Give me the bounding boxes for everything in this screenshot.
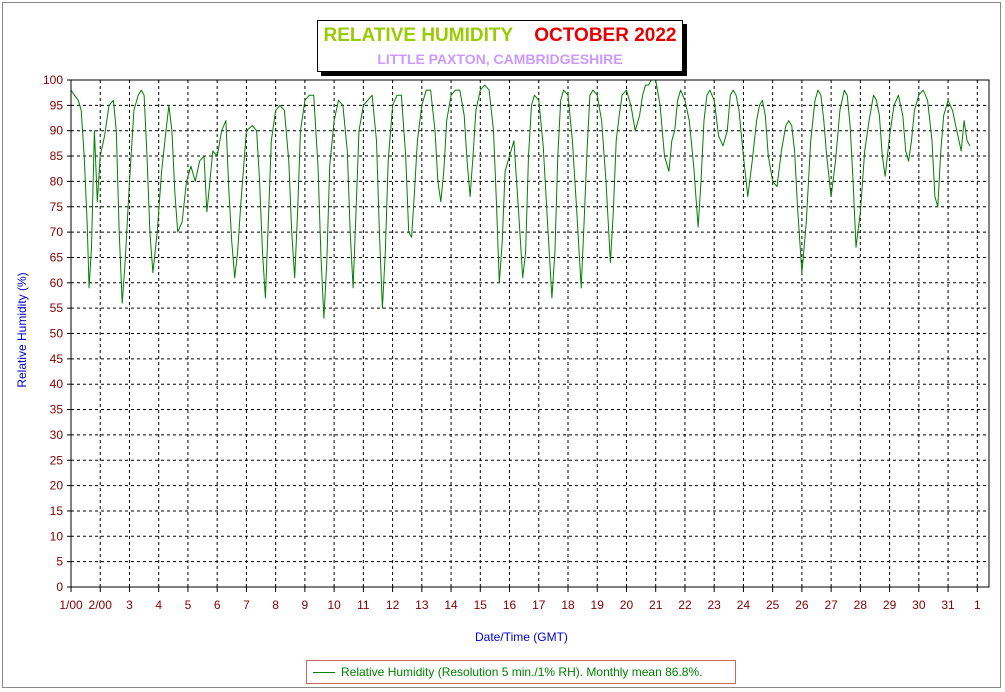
- legend-swatch: [313, 671, 335, 673]
- y-tick-label: 55: [50, 301, 64, 315]
- title-box: RELATIVE HUMIDITY OCTOBER 2022 LITTLE PA…: [317, 20, 683, 72]
- x-tick-label: 16: [503, 598, 517, 612]
- y-tick-label: 85: [50, 149, 64, 163]
- x-tick-label: 28: [854, 598, 868, 612]
- plot-border: [70, 79, 990, 588]
- y-tick-label: 75: [50, 200, 64, 214]
- x-tick-label: 2/00: [89, 598, 113, 612]
- series-line-relative-humidity: [70, 79, 971, 319]
- x-axis-label: Date/Time (GMT): [475, 630, 568, 644]
- y-tick-label: 20: [50, 479, 64, 493]
- series-group: [70, 79, 971, 319]
- y-tick-label: 60: [50, 276, 64, 290]
- y-tick-label: 15: [50, 504, 64, 518]
- x-tick-label: 29: [883, 598, 897, 612]
- y-axis-label: Relative Humidity (%): [15, 272, 29, 388]
- x-tick-label: 3: [126, 598, 133, 612]
- x-tick-label: 15: [474, 598, 488, 612]
- x-tick-label: 6: [214, 598, 221, 612]
- x-tick-label: 1: [974, 598, 981, 612]
- x-tick-label: 18: [561, 598, 575, 612]
- legend-label: Relative Humidity (Resolution 5 min./1% …: [341, 665, 703, 679]
- x-tick-label: 4: [155, 598, 162, 612]
- x-tick-label: 24: [737, 598, 751, 612]
- title-main: RELATIVE HUMIDITY: [323, 25, 514, 46]
- y-tick-label: 70: [50, 225, 64, 239]
- x-tick-label: 23: [708, 598, 722, 612]
- x-tick-label: 17: [532, 598, 546, 612]
- x-tick-label: 12: [386, 598, 400, 612]
- x-axis-ticks: 1/00 2/00 3 4 5 6 7 8 9 10 11 12 13 14 15 16 17 18 19 20 21 2…: [59, 587, 981, 612]
- y-tick-label: 90: [50, 124, 64, 138]
- x-tick-label: 20: [620, 598, 634, 612]
- x-tick-label: 7: [243, 598, 250, 612]
- y-tick-label: 10: [50, 529, 64, 543]
- x-tick-label: 22: [678, 598, 692, 612]
- x-tick-label: 21: [649, 598, 663, 612]
- x-tick-label: 30: [912, 598, 926, 612]
- y-tick-label: 80: [50, 174, 64, 188]
- x-tick-label: 8: [272, 598, 279, 612]
- x-tick-label: 14: [444, 598, 458, 612]
- x-tick-label: 13: [415, 598, 429, 612]
- y-tick-label: 5: [56, 555, 63, 569]
- chart-title: RELATIVE HUMIDITY OCTOBER 2022: [318, 25, 682, 47]
- y-tick-label: 100: [43, 73, 63, 87]
- y-tick-label: 25: [50, 453, 64, 467]
- x-tick-label: 11: [357, 598, 370, 612]
- y-tick-label: 0: [56, 580, 63, 594]
- y-tick-label: 40: [50, 377, 64, 391]
- y-tick-label: 45: [50, 352, 64, 366]
- y-tick-label: 65: [50, 250, 64, 264]
- x-tick-label: 31: [941, 598, 955, 612]
- gridlines: [71, 80, 989, 587]
- legend: Relative Humidity (Resolution 5 min./1% …: [306, 660, 736, 684]
- y-axis-ticks: 0 5 10 15 20 25 30 35 40 45 50 55 60 65 70 75 80 85 90 95 10…: [43, 73, 71, 594]
- x-tick-label: 25: [766, 598, 780, 612]
- x-tick-label: 26: [795, 598, 809, 612]
- x-tick-label: 9: [302, 598, 309, 612]
- x-tick-label: 27: [824, 598, 838, 612]
- x-tick-label: 19: [591, 598, 605, 612]
- title-period: OCTOBER 2022: [534, 25, 677, 46]
- x-tick-label: 1/00: [59, 598, 83, 612]
- y-tick-label: 50: [50, 327, 64, 341]
- x-tick-label: 10: [327, 598, 341, 612]
- y-tick-label: 95: [50, 98, 64, 112]
- y-tick-label: 35: [50, 403, 64, 417]
- chart-subtitle: LITTLE PAXTON, CAMBRIDGESHIRE: [377, 51, 623, 67]
- x-tick-label: 5: [185, 598, 192, 612]
- y-tick-label: 30: [50, 428, 64, 442]
